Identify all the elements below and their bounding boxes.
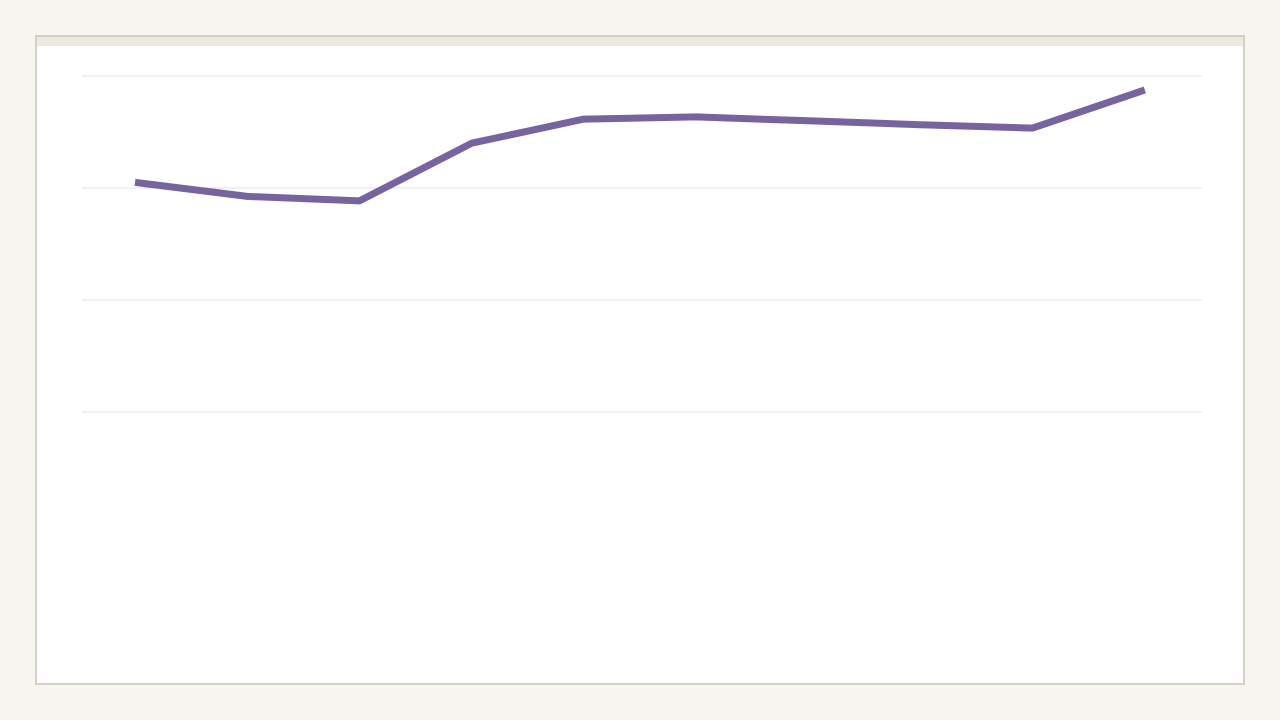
frame-top-strip	[37, 37, 1243, 46]
series-line-0	[134, 86, 1146, 205]
gridlines	[82, 75, 1202, 413]
line-chart	[82, 75, 1202, 413]
chart-frame	[35, 35, 1245, 685]
series-layer	[134, 86, 1146, 205]
